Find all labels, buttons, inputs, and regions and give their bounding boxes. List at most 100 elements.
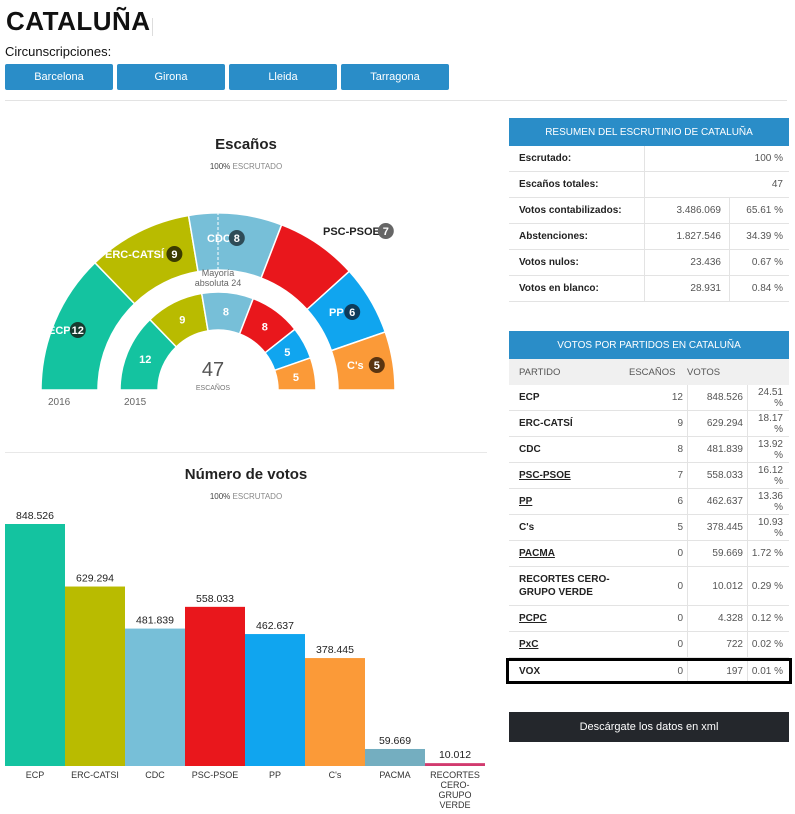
majority-label: Mayoría [202,268,235,278]
party-seats: 0 [677,613,683,624]
party-row: VOX 0 197 0.01 % [506,658,792,684]
summary-label: Votos en blanco: [519,283,599,294]
vote-bar [5,524,65,766]
party-pct: 0.01 % [747,661,789,681]
summary-header: RESUMEN DEL ESCRUTINIO DE CATALUÑA [509,118,789,146]
vote-bar [125,628,185,766]
seat-count-badge [344,304,361,320]
vote-category-label: CERO- [441,780,470,790]
party-votes: 4.328 [687,606,747,631]
party-votes: 848.526 [687,385,747,410]
vote-category-label: PACMA [379,770,410,780]
party-seats: 7 [677,470,683,481]
seats-2015-label: 8 [262,321,268,333]
summary-table: RESUMEN DEL ESCRUTINIO DE CATALUÑA Escru… [509,118,789,302]
total-seats-label: ESCAÑOS [196,383,231,392]
summary-value: 28.931 [644,276,729,301]
party-name: C's [519,522,535,533]
seat-count-badge [368,357,385,373]
party-name: PP [519,496,533,507]
party-row: ECP 12 848.526 24.51 % [509,385,789,411]
party-votes: 462.637 [687,489,747,514]
vote-category-label: CDC [145,770,165,780]
summary-pct: 0.84 % [729,276,789,301]
seat-count: 6 [349,307,355,319]
party-name: PCPC [519,613,547,624]
party-votes: 59.669 [687,541,747,566]
seats-2015-label: 9 [179,314,185,326]
vote-category-label: PP [269,770,281,780]
page-title: CATALUÑA [6,6,151,36]
summary-value: 1.827.546 [644,224,729,249]
vote-category-label: ECP [26,770,45,780]
summary-label: Votos nulos: [519,257,579,268]
seat-count: 5 [374,360,380,372]
party-seats: 0 [677,548,683,559]
column-votes: VOTOS [687,366,721,378]
circunscripciones-buttons: Barcelona Girona Lleida Tarragona [5,64,449,90]
party-pct: 13.92 % [747,437,789,462]
vote-bar [185,606,245,766]
party-pct: 13.36 % [747,489,789,514]
party-pct: 10.93 % [747,515,789,540]
vote-value-label: 848.526 [16,510,54,522]
party-row: PSC-PSOE 7 558.033 16.12 % [509,463,789,489]
party-seats: 9 [677,418,683,429]
party-name: VOX [519,665,541,677]
girona-button[interactable]: Girona [117,64,225,90]
lleida-button[interactable]: Lleida [229,64,337,90]
vote-value-label: 378.445 [316,644,354,656]
party-seats: 0 [677,639,683,650]
party-seats: 0 [677,665,683,677]
vote-category-label: C's [329,770,342,780]
vote-value-label: 59.669 [379,735,411,747]
party-row: PxC 0 722 0.02 % [509,632,789,658]
summary-pct: 0.67 % [729,250,789,275]
vote-category-label: ERC-CATSI [71,770,119,780]
vote-bar [65,586,125,766]
party-votes: 481.839 [687,437,747,462]
download-xml-button[interactable]: Descárgate los datos en xml [509,712,789,742]
circunscripciones-label: Circunscripciones: [5,44,112,59]
vote-category-label: VERDE [439,800,470,810]
party-pct: 16.12 % [747,463,789,488]
seat-count: 9 [171,249,177,261]
party-name: PACMA [519,548,555,559]
party-pct: 0.29 % [747,567,789,605]
summary-label: Escaños totales: [519,179,599,190]
party-votes: 378.445 [687,515,747,540]
party-row: PP 6 462.637 13.36 % [509,489,789,515]
barcelona-button[interactable]: Barcelona [5,64,113,90]
party-name: CDC [519,444,541,455]
party-seats: 12 [671,392,683,403]
party-votes: 629.294 [687,411,747,436]
party-seat-label: PSC-PSOE [323,226,380,238]
vote-category-label: GRUPO [438,790,471,800]
seats-2016-segment [330,330,396,391]
summary-row: Votos nulos: 23.436 0.67 % [509,250,789,276]
summary-value: 3.486.069 [644,198,729,223]
vote-value-label: 10.012 [439,749,471,761]
parties-table: VOTOS POR PARTIDOS EN CATALUÑA PARTIDO E… [506,331,792,684]
votes-scrutiny-pct: 100% [209,492,231,501]
vote-bar [305,658,365,766]
party-rows: ECP 12 848.526 24.51 % ERC-CATSÍ 9 629.294 18.1… [506,385,792,684]
seats-2015-label: 12 [139,354,151,366]
party-votes: 10.012 [687,567,747,605]
top-divider [5,100,787,101]
vote-category-label: PSC-PSOE [192,770,239,780]
seats-2015-label: 5 [293,372,299,384]
column-seats: ESCAÑOS [629,366,676,378]
summary-pct: 34.39 % [729,224,789,249]
summary-label: Votos contabilizados: [519,205,622,216]
year-2016-label: 2016 [48,397,71,408]
party-pct: 0.02 % [747,632,789,657]
seat-count: 8 [234,233,240,245]
party-seat-label: ERC-CATSÍ [105,248,165,261]
seats-2015-label: 8 [223,306,229,318]
column-party: PARTIDO [519,366,561,378]
tarragona-button[interactable]: Tarragona [341,64,449,90]
party-name: ECP [519,392,540,403]
summary-value: 23.436 [644,250,729,275]
